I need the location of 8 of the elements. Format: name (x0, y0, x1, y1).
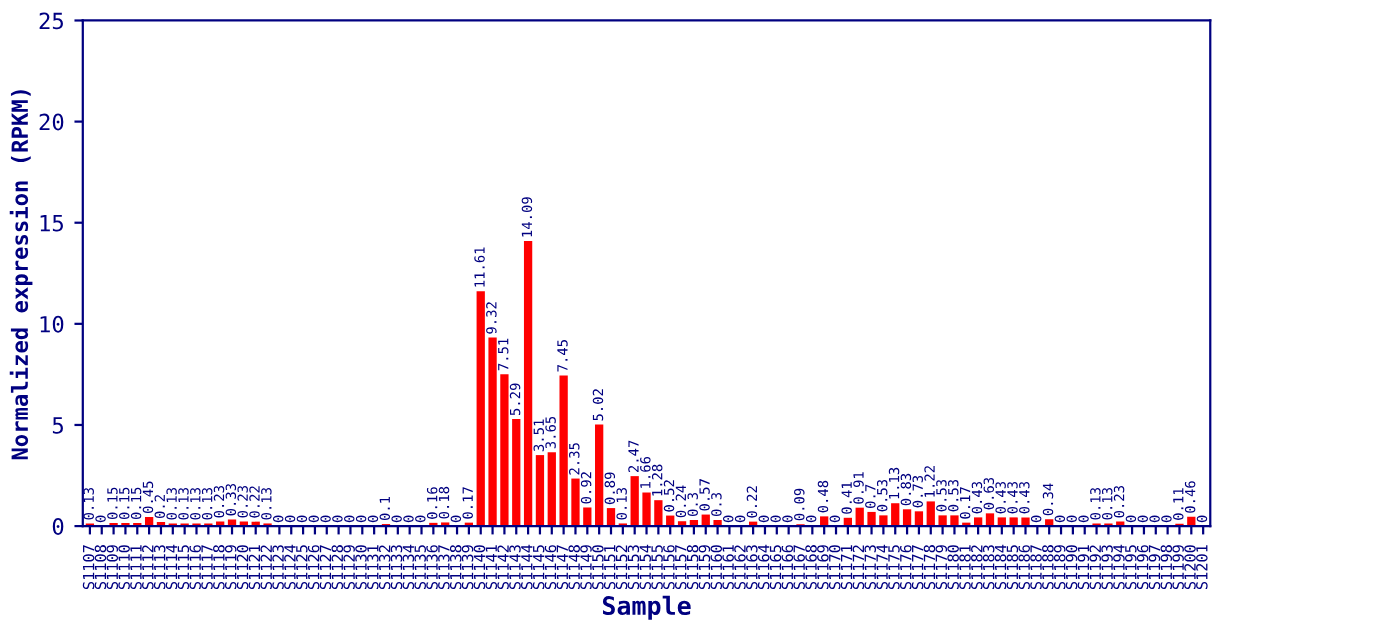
y-tick-label: 5 (52, 417, 63, 434)
y-tick-label: 25 (39, 12, 63, 30)
x-axis-title: Sample (602, 595, 691, 620)
y-tick-label: 20 (39, 113, 64, 131)
y-tick-label: 15 (40, 215, 63, 232)
y-tick-label: 0 (52, 518, 64, 535)
y-axis-title: Normalized expression (RPKM) (9, 90, 33, 460)
y-tick-label: 10 (40, 315, 64, 333)
